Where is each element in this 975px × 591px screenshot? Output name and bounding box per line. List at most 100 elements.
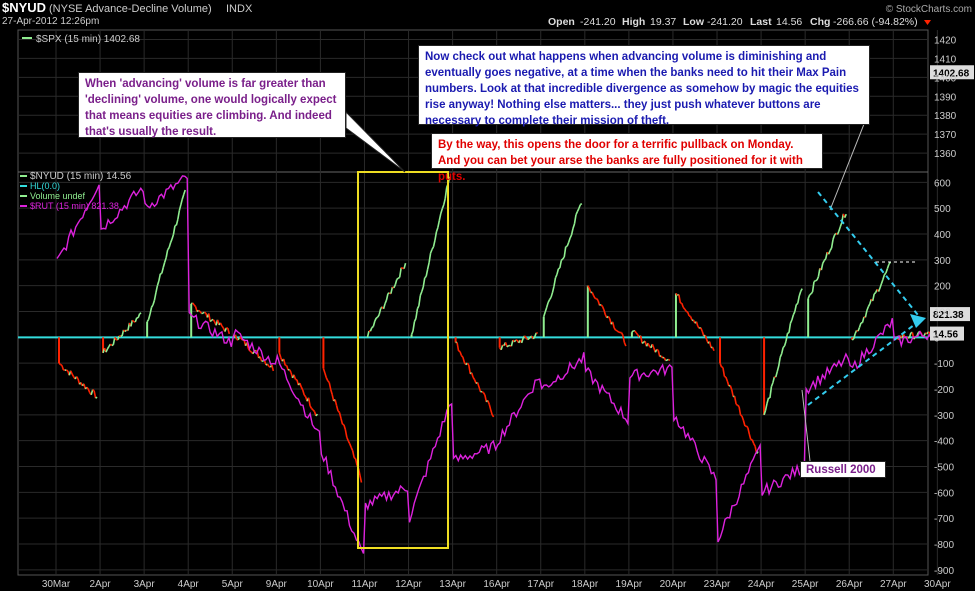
nyud-segment bbox=[246, 342, 250, 349]
nyud-segment bbox=[689, 316, 693, 321]
nyud-segment bbox=[647, 342, 651, 347]
nyud-segment bbox=[724, 375, 727, 378]
nyud-segment bbox=[335, 405, 339, 412]
nyud-segment bbox=[607, 315, 611, 320]
nyud-segment bbox=[827, 250, 831, 255]
header-source: © StockCharts.com bbox=[886, 4, 972, 15]
x-tick-label: 19Apr bbox=[616, 579, 643, 590]
chg-value: -266.66 (-94.82%) bbox=[833, 16, 918, 28]
spx-y-tick-label: 1380 bbox=[934, 111, 957, 122]
nyud-segment bbox=[651, 343, 655, 349]
x-tick-label: 9Apr bbox=[266, 579, 288, 590]
nyud-segment bbox=[544, 307, 548, 313]
nyud-segment bbox=[354, 458, 358, 466]
nyud-segment bbox=[880, 279, 884, 284]
trendline-down bbox=[817, 191, 919, 316]
nyud-segment bbox=[562, 256, 565, 260]
nyud-segment bbox=[791, 314, 795, 321]
nyud-segment bbox=[271, 364, 275, 372]
nyud-segment bbox=[620, 332, 624, 336]
spx-last-tag bbox=[930, 65, 974, 80]
nyud-segment bbox=[196, 309, 199, 313]
nyud-segment bbox=[740, 414, 743, 417]
nyud-segment bbox=[570, 228, 574, 236]
nyud-segment bbox=[440, 208, 444, 214]
nyud-segment bbox=[796, 295, 801, 304]
nyud-segment bbox=[532, 336, 536, 340]
nyud-segment bbox=[857, 327, 861, 332]
x-tick-label: 30Apr bbox=[924, 579, 951, 590]
spx-y-tick-label: 1360 bbox=[934, 149, 957, 160]
nyud-segment bbox=[569, 234, 573, 239]
header-description: (NYSE Advance-Decline Volume) bbox=[49, 3, 212, 15]
nyud-segment bbox=[198, 309, 201, 313]
nyud-segment bbox=[668, 358, 671, 362]
nyud-segment bbox=[204, 311, 207, 314]
nyud-segment bbox=[152, 300, 156, 306]
nyud-segment bbox=[181, 194, 185, 200]
nyud-segment bbox=[770, 382, 774, 387]
nyud-segment bbox=[557, 267, 561, 270]
nyud-segment bbox=[556, 268, 560, 275]
nyud-segment bbox=[374, 317, 377, 322]
nyud-segment bbox=[738, 406, 742, 416]
x-tick-label: 26Apr bbox=[836, 579, 863, 590]
nyud-segment bbox=[603, 309, 607, 316]
nyud-segment bbox=[105, 348, 109, 353]
nyud-segment bbox=[190, 302, 194, 305]
nyud-segment bbox=[545, 302, 549, 308]
nyud-segment bbox=[807, 294, 811, 299]
nyud-segment bbox=[299, 382, 303, 388]
nyud-segment bbox=[419, 291, 423, 296]
nyud-segment bbox=[697, 325, 700, 329]
nyud-segment bbox=[293, 374, 297, 380]
nyud-segment bbox=[112, 337, 116, 345]
rut-last-value: 821.38 bbox=[933, 310, 964, 321]
nyud-y-tick-label: 500 bbox=[934, 204, 951, 215]
nyud-segment bbox=[907, 336, 910, 339]
nyud-segment bbox=[61, 365, 65, 371]
open-value: -241.20 bbox=[580, 16, 616, 28]
nyud-segment bbox=[747, 427, 751, 435]
nyud-segment bbox=[369, 327, 373, 332]
nyud-segment bbox=[331, 394, 335, 402]
nyud-segment bbox=[390, 286, 394, 294]
annotation-advancing-volume: When 'advancing' volume is far greater t… bbox=[78, 72, 346, 138]
nyud-segment bbox=[212, 319, 216, 323]
nyud-segment bbox=[925, 332, 928, 335]
nyud-segment bbox=[259, 356, 263, 362]
x-tick-label: 13Apr bbox=[439, 579, 466, 590]
last-label: Last bbox=[750, 16, 772, 28]
nyud-segment bbox=[95, 396, 98, 399]
nyud-segment bbox=[431, 246, 435, 250]
nyud-y-tick-label: -600 bbox=[934, 488, 954, 499]
nyud-segment bbox=[527, 338, 530, 341]
nyud-segment bbox=[500, 344, 504, 351]
nyud-segment bbox=[601, 306, 605, 311]
nyud-segment bbox=[839, 222, 843, 227]
nyud-segment bbox=[832, 234, 836, 240]
nyud-segment bbox=[347, 440, 351, 445]
nyud-segment bbox=[635, 332, 639, 336]
nyud-segment bbox=[58, 362, 62, 366]
nyud-segment bbox=[174, 224, 177, 227]
nyud-segment bbox=[830, 239, 834, 249]
nyud-segment bbox=[700, 327, 704, 332]
nyud-segment bbox=[772, 376, 776, 384]
nyud-segment bbox=[657, 350, 661, 357]
nyud-segment bbox=[425, 269, 429, 277]
pointer-line-note2 bbox=[829, 113, 869, 211]
nyud-segment bbox=[572, 223, 576, 229]
nyud-segment bbox=[346, 437, 350, 442]
nyud-segment bbox=[811, 281, 815, 293]
nyud-segment bbox=[398, 267, 402, 278]
nyud-segment bbox=[178, 204, 182, 211]
nyud-segment bbox=[224, 327, 228, 332]
header-exchange: INDX bbox=[226, 3, 253, 15]
nyud-segment bbox=[682, 306, 686, 310]
nyud-segment bbox=[510, 339, 514, 347]
nyud-segment bbox=[268, 365, 271, 368]
nyud-segment bbox=[785, 333, 789, 342]
nyud-segment bbox=[794, 304, 798, 312]
nyud-segment bbox=[329, 389, 333, 395]
